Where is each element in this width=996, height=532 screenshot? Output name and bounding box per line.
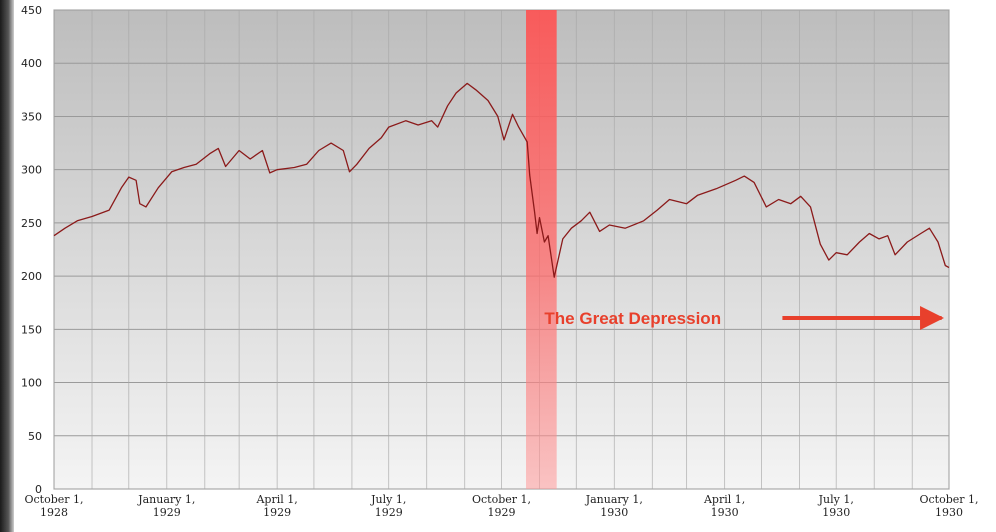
y-tick-label: 0 xyxy=(35,483,42,496)
y-tick-label: 150 xyxy=(21,323,42,336)
y-tick-label: 100 xyxy=(21,377,42,390)
x-tick-label: October 1, 1930 xyxy=(919,493,978,519)
crash-highlight-band xyxy=(526,10,557,489)
x-tick-label: April 1, 1930 xyxy=(703,493,745,519)
x-tick-label: April 1, 1929 xyxy=(255,493,297,519)
y-tick-label: 450 xyxy=(21,4,42,17)
y-tick-label: 400 xyxy=(21,57,42,70)
dow-jones-series-line xyxy=(53,82,950,278)
x-tick-label: October 1, 1928 xyxy=(24,493,83,519)
y-tick-label: 350 xyxy=(21,110,42,123)
y-tick-label: 50 xyxy=(28,430,42,443)
y-tick-label: 200 xyxy=(21,270,42,283)
left-edge-strip xyxy=(0,0,14,532)
x-tick-label: January 1, 1930 xyxy=(585,493,643,519)
y-tick-label: 300 xyxy=(21,164,42,177)
great-depression-label: The Great Depression xyxy=(544,309,721,328)
x-tick-label: July 1, 1929 xyxy=(370,493,406,519)
x-tick-label: January 1, 1929 xyxy=(137,493,195,519)
x-tick-label: July 1, 1930 xyxy=(818,493,854,519)
y-tick-label: 250 xyxy=(21,217,42,230)
x-tick-label: October 1, 1929 xyxy=(472,493,531,519)
